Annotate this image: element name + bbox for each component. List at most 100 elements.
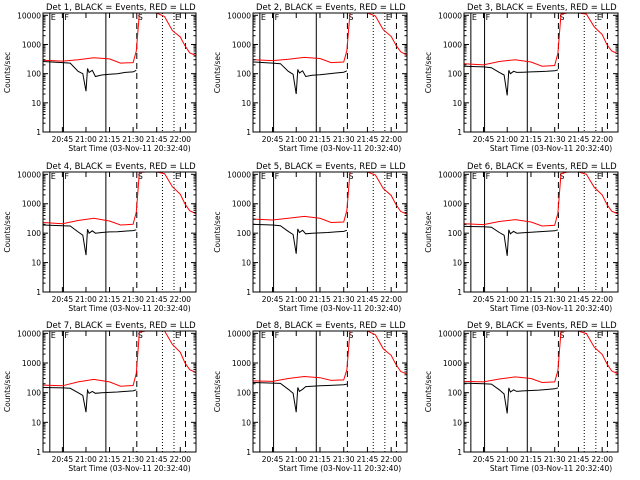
panel-title: Det 8, BLACK = Events, RED = LLD [256, 321, 406, 331]
x-tick-label: 21:15 [99, 135, 121, 144]
y-tick-label: 1000 [443, 200, 462, 209]
x-tick-label: 21:30 [544, 135, 566, 144]
x-tick-label: 21:00 [496, 135, 518, 144]
series-line-events [253, 382, 347, 413]
x-tick-label: 21:45 [568, 295, 590, 304]
marker-label: E [472, 13, 477, 22]
marker-label: E [261, 172, 266, 181]
y-axis-label: Counts/sec [213, 371, 222, 412]
x-tick-label: 21:00 [75, 135, 97, 144]
x-tick-label: 22:00 [591, 455, 613, 464]
marker-label: S [138, 331, 143, 340]
series-line-lld [464, 172, 618, 227]
y-tick-label: 100 [27, 389, 42, 398]
x-tick-label: 20:45 [473, 295, 495, 304]
plot-frame [463, 171, 619, 293]
y-tick-label: 10 [31, 418, 41, 427]
x-axis-label: Start Time (03-Nov-11 20:32:40) [279, 464, 401, 473]
panel-title: Det 7, BLACK = Events, RED = LLD [46, 321, 196, 331]
x-tick-label: 21:30 [544, 455, 566, 464]
x-tick-label: 21:15 [309, 455, 331, 464]
series-line-events [253, 223, 348, 254]
marker-label: S [138, 172, 143, 181]
x-tick-label: 21:00 [285, 455, 307, 464]
x-tick-label: 21:45 [568, 135, 590, 144]
plot-frame [252, 12, 408, 133]
plot-frame [252, 330, 408, 453]
y-tick-label: 1000 [22, 40, 41, 49]
series-line-events [43, 387, 137, 413]
series-line-events [464, 225, 559, 256]
y-tick-label: 10 [452, 259, 462, 268]
y-axis-label: Counts/sec [424, 52, 433, 93]
x-tick-label: 20:45 [262, 135, 284, 144]
x-axis-label: Start Time (03-Nov-11 20:32:40) [490, 464, 612, 473]
marker-label: S [138, 13, 143, 22]
marker-label: E [175, 172, 180, 181]
x-tick-label: 21:45 [568, 455, 590, 464]
y-tick-label: 10000 [227, 11, 251, 20]
x-tick-label: 21:45 [357, 135, 379, 144]
y-tick-label: 10000 [227, 170, 251, 179]
x-axis-label: Start Time (03-Nov-11 20:32:40) [68, 144, 190, 153]
marker-label: F [275, 172, 280, 181]
x-axis-label: Start Time (03-Nov-11 20:32:40) [279, 144, 401, 153]
marker-label: E [597, 13, 602, 22]
series-group [43, 13, 196, 92]
marker-label: S [348, 13, 353, 22]
y-axis-label: Counts/sec [424, 211, 433, 252]
marker-label: E [51, 13, 56, 22]
y-tick-label: 100 [237, 70, 252, 79]
series-group [464, 331, 618, 414]
y-axis-label: Counts/sec [213, 52, 222, 93]
plot-frame [463, 330, 619, 453]
x-tick-label: 20:45 [52, 295, 74, 304]
x-tick-label: 21:15 [99, 295, 121, 304]
y-tick-label: 1000 [443, 359, 462, 368]
y-tick-label: 10000 [227, 329, 251, 338]
marker-label: F [275, 13, 280, 22]
marker-label: E [386, 331, 391, 340]
marker-label: S [559, 172, 564, 181]
panel-title: Det 9, BLACK = Events, RED = LLD [467, 321, 617, 331]
x-tick-label: 20:45 [52, 455, 74, 464]
y-tick-label: 100 [448, 229, 463, 238]
marker-label: S [559, 13, 564, 22]
x-tick-label: 22:00 [169, 135, 191, 144]
marker-label: F [64, 172, 69, 181]
x-tick-label: 21:30 [333, 135, 355, 144]
series-line-events [464, 65, 559, 96]
plot-frame [463, 12, 619, 133]
x-tick-label: 21:45 [357, 455, 379, 464]
y-tick-label: 100 [448, 389, 463, 398]
series-line-lld [464, 13, 618, 67]
y-tick-label: 10000 [17, 11, 41, 20]
y-tick-label: 1 [457, 128, 462, 137]
x-tick-label: 21:15 [520, 455, 542, 464]
plot-frame [42, 12, 197, 133]
x-tick-label: 20:45 [52, 135, 74, 144]
x-tick-label: 20:45 [473, 135, 495, 144]
marker-label: S [559, 331, 564, 340]
marker-label: E [386, 172, 391, 181]
x-tick-label: 22:00 [380, 295, 402, 304]
y-tick-label: 10 [31, 259, 41, 268]
y-tick-label: 1000 [443, 40, 462, 49]
marker-label: F [486, 13, 491, 22]
x-tick-label: 21:00 [285, 295, 307, 304]
series-line-lld [253, 172, 407, 224]
x-tick-label: 22:00 [380, 455, 402, 464]
marker-label: E [386, 13, 391, 22]
y-axis-label: Counts/sec [3, 52, 12, 93]
x-tick-label: 21:30 [333, 455, 355, 464]
y-tick-label: 10000 [17, 329, 41, 338]
x-tick-label: 21:30 [122, 295, 144, 304]
x-axis-label: Start Time (03-Nov-11 20:32:40) [490, 304, 612, 313]
marker-label: F [64, 13, 69, 22]
